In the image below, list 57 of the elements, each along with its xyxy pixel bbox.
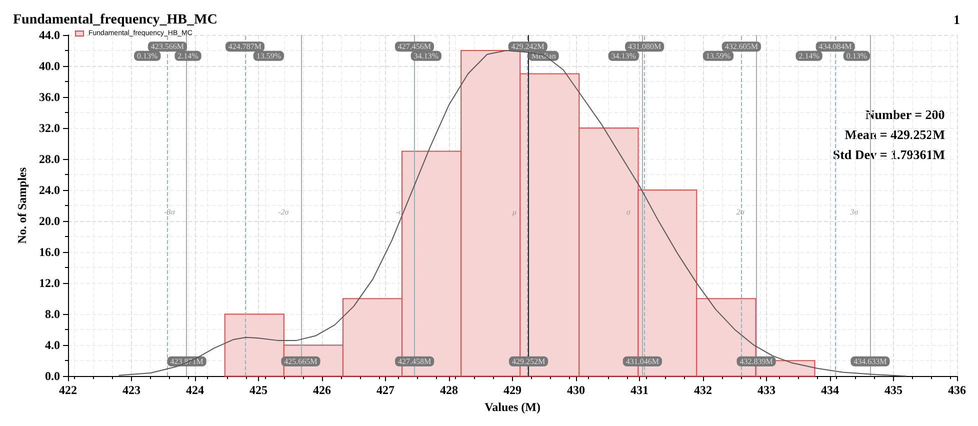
x-tick-label: 427 bbox=[376, 383, 394, 398]
ref-line-label: 427.458M bbox=[398, 356, 432, 366]
annotation: 0.13% bbox=[137, 51, 158, 60]
chart-subtitle: 1 bbox=[954, 12, 960, 27]
annotation: 34.13% bbox=[611, 51, 636, 60]
annotation: 13.59% bbox=[706, 51, 731, 60]
x-tick-label: 431 bbox=[630, 383, 648, 398]
y-tick-label: 4.0 bbox=[45, 338, 60, 352]
ref-line-label: 429.252M bbox=[512, 356, 546, 366]
x-tick-label: 430 bbox=[567, 383, 585, 398]
y-tick-label: 12.0 bbox=[39, 276, 60, 290]
ref-line-label: 434.084M bbox=[818, 42, 852, 52]
y-tick-label: 24.0 bbox=[39, 183, 60, 198]
annotation: μ bbox=[511, 207, 516, 216]
annotation: 13.59% bbox=[256, 51, 282, 60]
annotation: σ bbox=[626, 207, 632, 216]
x-tick-label: 433 bbox=[758, 383, 776, 398]
ref-line-label: 431.046M bbox=[626, 356, 659, 366]
ref-line-label: 432.839M bbox=[740, 356, 773, 366]
ref-line-label: 431.080M bbox=[628, 42, 662, 52]
x-tick-label: 435 bbox=[884, 383, 902, 398]
x-tick-label: 434 bbox=[821, 383, 839, 398]
y-tick-label: 8.0 bbox=[45, 307, 60, 322]
ref-line-label: 429.242M bbox=[511, 42, 544, 52]
y-tick-label: 0.0 bbox=[45, 369, 60, 384]
ref-line-label: 434.633M bbox=[854, 356, 887, 366]
annotation: 3σ bbox=[849, 207, 860, 216]
annotation: 2.14% bbox=[178, 51, 199, 60]
ref-line-label: 425.665M bbox=[284, 356, 318, 366]
ref-line-label: 423.566M bbox=[150, 42, 184, 52]
x-tick-label: 429 bbox=[504, 383, 522, 398]
x-axis-title: Values (M) bbox=[484, 400, 540, 414]
x-tick-label: 422 bbox=[59, 383, 77, 398]
annotation: 34.13% bbox=[414, 51, 439, 60]
x-tick-label: 432 bbox=[694, 383, 712, 398]
y-axis-title: No. of Samples bbox=[15, 167, 29, 244]
y-tick-label: 40.0 bbox=[39, 59, 60, 74]
ref-line-label: 424.787M bbox=[228, 42, 262, 52]
y-tick-label: 28.0 bbox=[39, 152, 60, 166]
x-tick-label: 426 bbox=[313, 383, 331, 398]
y-tick-label: 36.0 bbox=[39, 90, 60, 104]
y-tick-label: 16.0 bbox=[39, 245, 60, 260]
annotation: -2σ bbox=[278, 207, 290, 216]
x-tick-label: 436 bbox=[948, 383, 966, 398]
y-tick-label: 44.0 bbox=[39, 28, 60, 42]
ref-line-label: 427.456M bbox=[398, 42, 432, 52]
ref-line-label: 432.605M bbox=[724, 42, 758, 52]
y-tick-label: 20.0 bbox=[39, 214, 60, 228]
x-tick-label: 428 bbox=[440, 383, 458, 398]
ref-line-label: 423.871M bbox=[170, 356, 204, 366]
chart-title: Fundamental_frequency_HB_MC bbox=[13, 12, 218, 28]
x-tick-label: 423 bbox=[122, 383, 140, 398]
y-tick-label: 32.0 bbox=[39, 121, 60, 136]
annotation: 0.13% bbox=[846, 51, 868, 60]
x-tick-label: 425 bbox=[250, 383, 268, 398]
x-tick-label: 424 bbox=[186, 383, 204, 398]
annotation: 2.14% bbox=[798, 51, 820, 60]
